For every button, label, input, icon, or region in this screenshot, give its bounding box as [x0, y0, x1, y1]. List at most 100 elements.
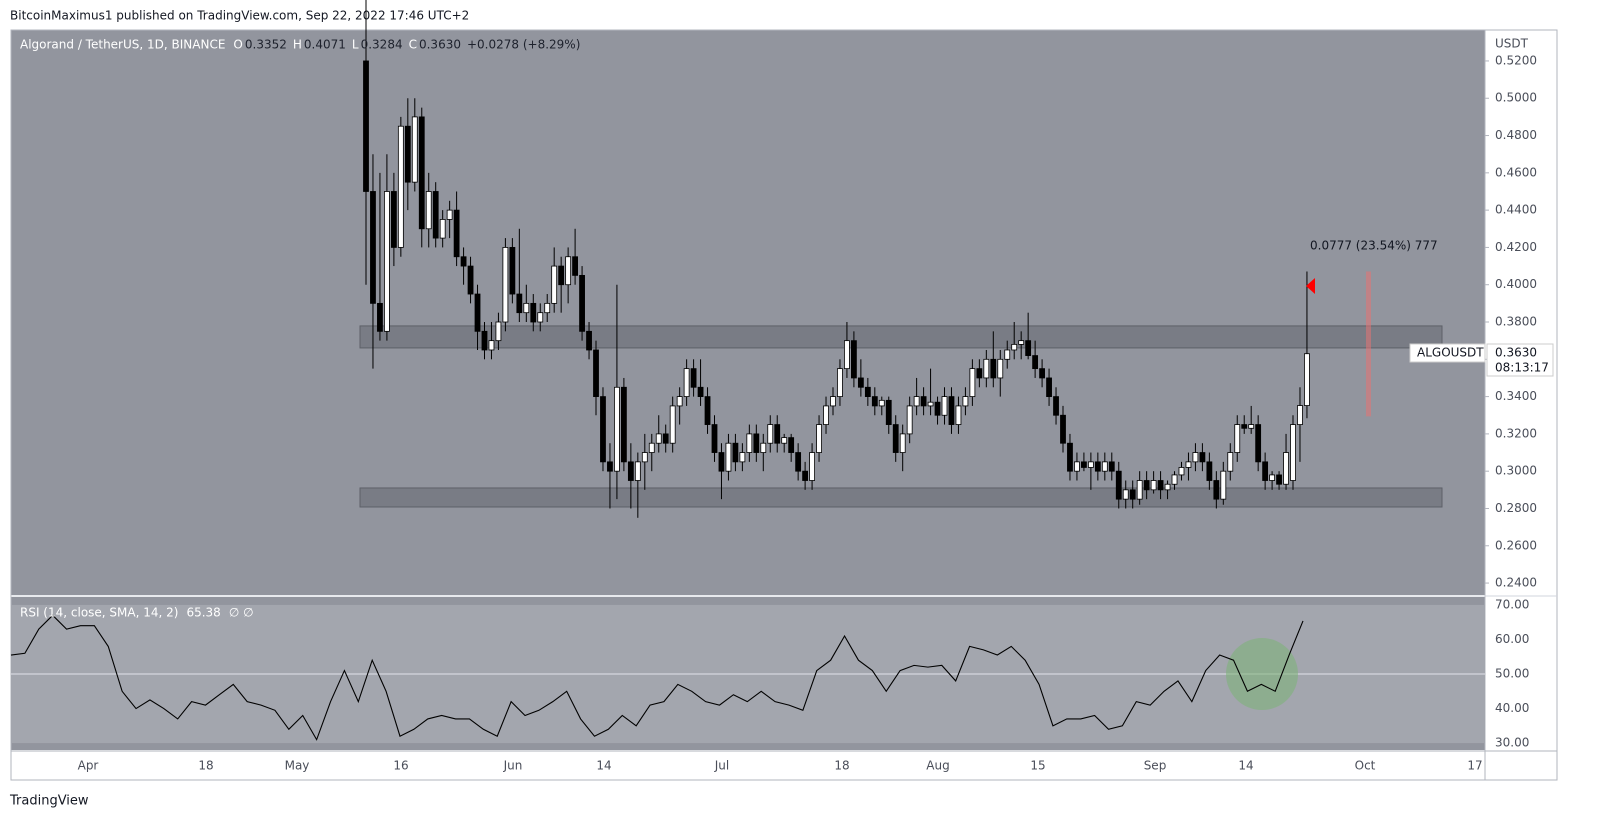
candle-body — [934, 401, 941, 416]
candle-body — [871, 396, 878, 407]
candle-body — [788, 437, 795, 453]
candle-body — [990, 358, 997, 379]
candle-body — [1171, 474, 1178, 485]
candle-body — [899, 433, 906, 453]
x-tick-label: 15 — [1030, 759, 1045, 773]
candle-body — [948, 396, 955, 425]
rsi-tick-label: 50.00 — [1495, 667, 1529, 681]
candle-body — [885, 399, 892, 425]
candle-body — [509, 247, 516, 295]
candle-body — [746, 433, 753, 453]
x-tick-label: Aug — [926, 759, 949, 773]
candle-body — [474, 293, 481, 332]
candle-body — [502, 247, 509, 323]
y-tick-label: 0.5200 — [1495, 53, 1537, 67]
candle-body — [558, 265, 565, 286]
candle-body — [1032, 355, 1039, 370]
candle-body — [892, 424, 899, 453]
candle-body — [1060, 414, 1066, 444]
arrow-marker — [1306, 278, 1315, 294]
candle-body — [913, 396, 920, 407]
candle-body — [1304, 353, 1310, 406]
candle-body — [697, 386, 704, 397]
candle-body — [1269, 474, 1275, 481]
y-tick-label: 0.4400 — [1495, 203, 1537, 217]
candle-body — [1213, 480, 1220, 500]
countdown: 08:13:17 — [1495, 361, 1549, 375]
y-tick-label: 0.4800 — [1495, 128, 1537, 142]
candle-body — [481, 330, 488, 351]
candle-body — [384, 191, 390, 332]
candle-body — [425, 191, 432, 230]
candle-body — [1094, 461, 1101, 472]
candle-body — [1053, 396, 1059, 416]
measure-label: 0.0777 (23.54%) 777 — [1310, 239, 1438, 253]
candle-body — [397, 125, 404, 248]
candle-body — [446, 209, 453, 220]
candle-body — [370, 191, 376, 304]
candle-body — [537, 312, 544, 323]
candle-body — [1227, 452, 1234, 472]
candle-body — [983, 358, 990, 379]
candle-body — [1081, 461, 1087, 468]
candle-body — [1157, 480, 1164, 491]
legend-item: O — [233, 38, 242, 52]
candle-body — [1192, 452, 1199, 463]
candle-body — [614, 386, 620, 472]
zone — [359, 325, 1443, 349]
candle-body — [976, 368, 983, 379]
candle-body — [411, 116, 418, 183]
candle-body — [439, 219, 446, 239]
price-pane — [11, 30, 1485, 595]
x-tick-label: Jul — [714, 759, 729, 773]
candle-body — [1108, 461, 1115, 472]
candle-body — [718, 452, 725, 472]
candle-body — [634, 461, 641, 481]
candle-body — [955, 405, 962, 425]
candle-body — [488, 340, 495, 351]
candle-body — [495, 321, 502, 342]
candle-body — [837, 368, 843, 397]
symbol-tag-label: ALGOUSDT — [1417, 346, 1484, 360]
candle-body — [648, 442, 655, 453]
candle-body — [1136, 480, 1143, 500]
candle-body — [1067, 442, 1073, 472]
candle-body — [857, 377, 864, 388]
candle-body — [544, 302, 551, 314]
candle-body — [997, 358, 1004, 379]
candle-body — [418, 116, 425, 230]
candle-body — [739, 452, 746, 463]
zone — [359, 487, 1443, 508]
rsi-tick-label: 40.00 — [1495, 701, 1529, 715]
candle-body — [711, 424, 718, 453]
legend-item: 0.3284 — [361, 38, 403, 52]
candle-body — [593, 349, 599, 397]
candle-body — [579, 274, 585, 332]
candle-body — [1220, 470, 1227, 500]
candle-body — [969, 368, 976, 397]
legend-item: 0.3352 — [245, 38, 287, 52]
candle-body — [774, 424, 781, 444]
candle-body — [460, 256, 467, 267]
y-tick-label: 0.2400 — [1495, 576, 1537, 590]
candle-body — [1004, 349, 1011, 360]
candle-body — [467, 265, 474, 295]
candle-body — [753, 433, 760, 453]
candle-body — [390, 191, 397, 248]
legend-item: +0.0278 (+8.29%) — [467, 38, 580, 52]
candle-body — [767, 424, 774, 444]
candle-body — [669, 405, 676, 444]
candle-body — [572, 256, 578, 276]
candle-body — [920, 396, 927, 407]
y-tick-label: 0.2600 — [1495, 538, 1537, 552]
candle-body — [941, 396, 948, 416]
candle-body — [1074, 461, 1080, 472]
candle-body — [878, 399, 885, 407]
y-tick-label: 0.3000 — [1495, 464, 1537, 478]
candle-body — [795, 452, 802, 472]
x-tick-label: Apr — [78, 759, 99, 773]
candle-body — [1143, 480, 1150, 491]
x-tick-label: Oct — [1355, 759, 1376, 773]
rsi-tick-label: 30.00 — [1495, 736, 1529, 750]
